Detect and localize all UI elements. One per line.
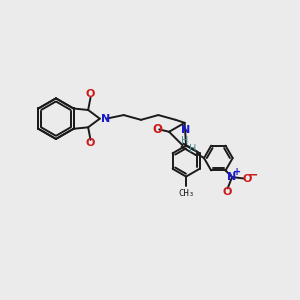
Text: N: N [101, 114, 110, 124]
Text: N: N [181, 124, 190, 135]
Text: O: O [242, 173, 251, 184]
Text: −: − [248, 169, 258, 182]
Text: O: O [86, 138, 95, 148]
Text: O: O [86, 89, 95, 99]
Text: N: N [227, 172, 237, 182]
Text: CH₃: CH₃ [178, 189, 194, 198]
Text: H: H [189, 144, 196, 154]
Text: H: H [181, 136, 189, 146]
Text: O: O [152, 123, 162, 136]
Text: O: O [223, 187, 232, 197]
Text: +: + [233, 167, 242, 177]
